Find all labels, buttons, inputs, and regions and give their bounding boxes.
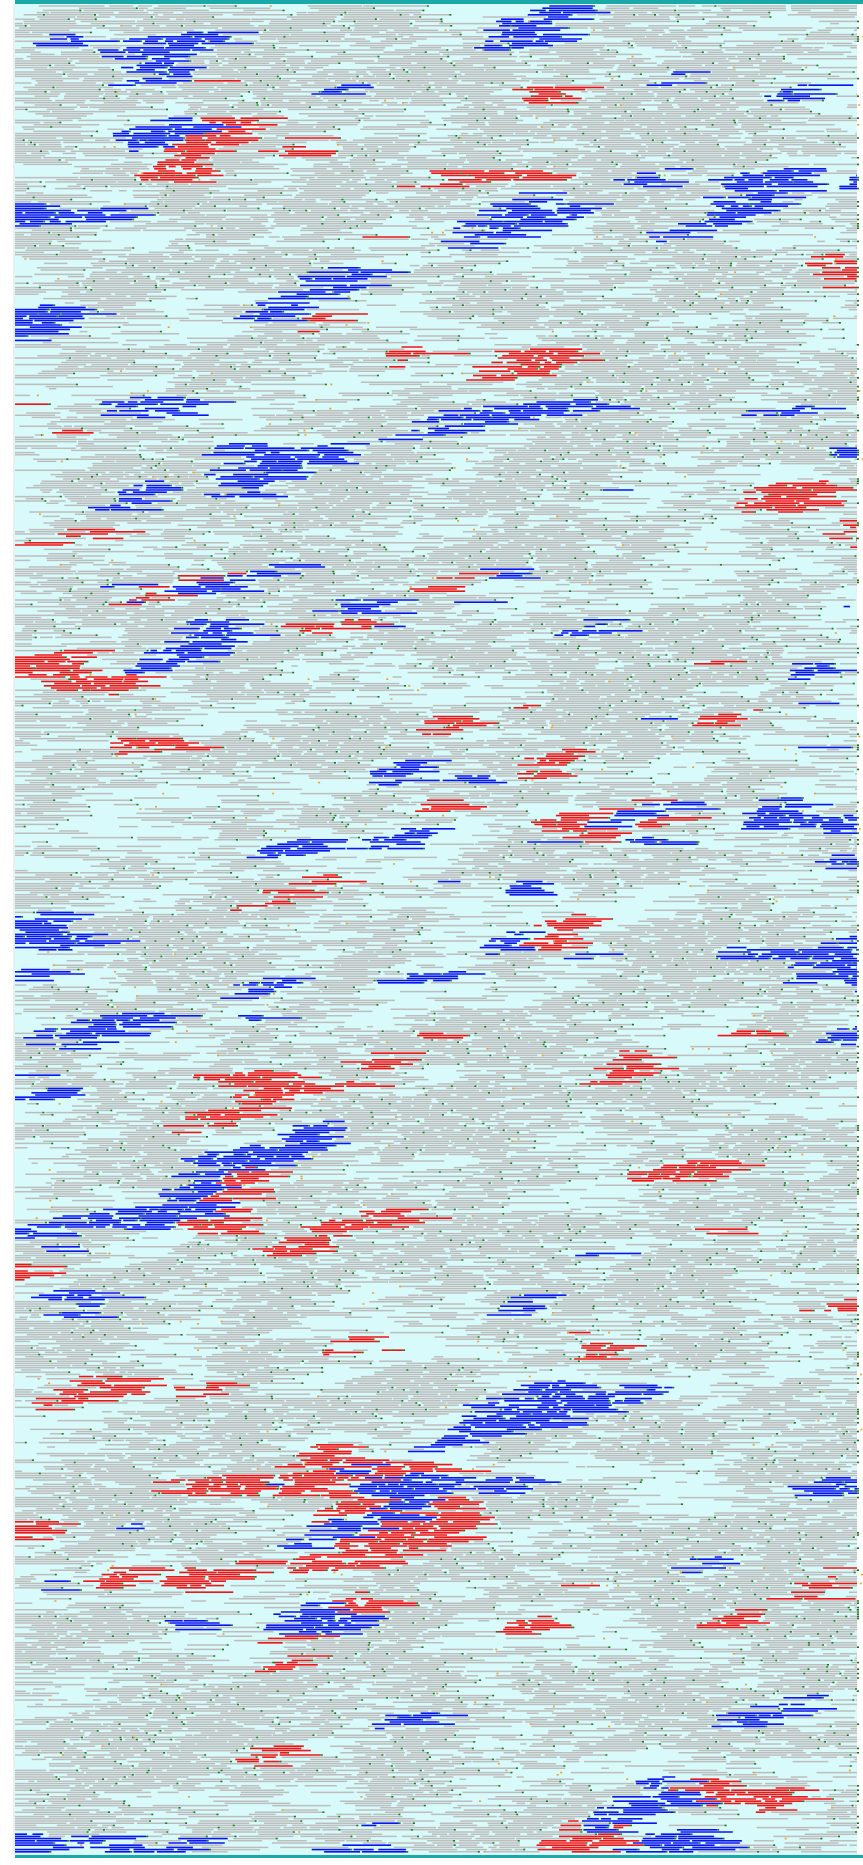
left-border	[13, 4, 15, 1855]
top-border	[15, 0, 863, 4]
bottom-border	[15, 1855, 863, 1858]
